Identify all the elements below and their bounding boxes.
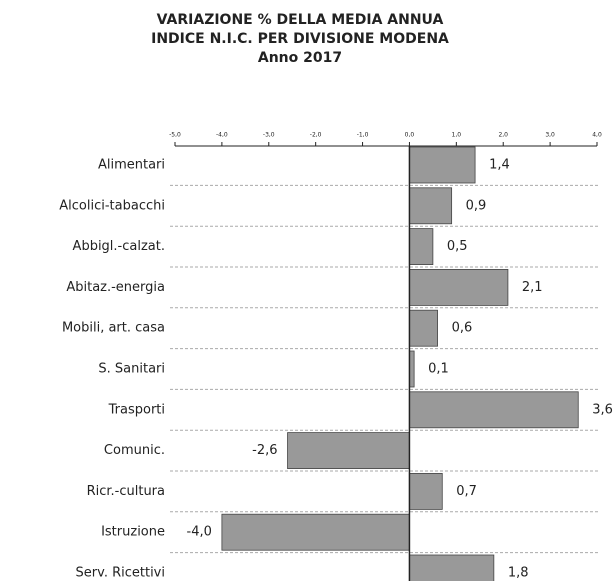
data-label: -4,0 (187, 525, 212, 540)
bar (287, 432, 410, 470)
data-label: 0,7 (456, 484, 477, 499)
category-label: Istruzione (101, 525, 165, 540)
chart-title: VARIAZIONE % DELLA MEDIA ANNUA (157, 12, 444, 28)
bar (409, 391, 579, 429)
data-label: 0,6 (452, 321, 473, 336)
data-label: -2,6 (252, 443, 277, 458)
chart-title: Anno 2017 (258, 50, 342, 66)
bar (409, 228, 434, 266)
data-label: 2,1 (522, 280, 543, 295)
x-tick-label: 0,0 (405, 132, 415, 139)
category-label: Alimentari (98, 158, 165, 173)
data-label: 3,6 (592, 402, 613, 417)
chart-title: INDICE N.I.C. PER DIVISIONE MODENA (151, 31, 449, 47)
bar (409, 146, 476, 184)
bar (409, 554, 495, 581)
x-tick-label: 1,0 (452, 132, 462, 139)
bar (409, 472, 443, 510)
x-tick-label: 4,0 (592, 132, 602, 139)
category-label: S. Sanitari (98, 362, 165, 377)
data-label: 0,1 (428, 362, 449, 377)
bar (409, 268, 509, 306)
data-label: 1,4 (489, 158, 510, 173)
bar (409, 309, 438, 347)
category-label: Abitaz.-energia (66, 280, 165, 295)
category-label: Comunic. (104, 443, 165, 458)
data-label: 0,5 (447, 239, 468, 254)
x-tick-label: -1,0 (357, 132, 369, 139)
category-label: Ricr.-cultura (87, 484, 165, 499)
category-label: Mobili, art. casa (62, 321, 165, 336)
category-label: Alcolici-tabacchi (59, 198, 165, 213)
data-label: 1,8 (508, 566, 529, 581)
category-label: Trasporti (108, 402, 165, 417)
x-tick-label: -5,0 (169, 132, 181, 139)
category-label: Serv. Ricettivi (76, 566, 165, 581)
bar (409, 187, 453, 225)
x-tick-label: -2,0 (310, 132, 322, 139)
x-tick-label: 3,0 (545, 132, 555, 139)
category-label: Abbigl.-calzat. (73, 239, 165, 254)
x-tick-label: -4,0 (216, 132, 228, 139)
data-label: 0,9 (466, 198, 487, 213)
x-tick-label: -3,0 (263, 132, 275, 139)
bar (221, 513, 410, 551)
x-tick-label: 2,0 (498, 132, 508, 139)
